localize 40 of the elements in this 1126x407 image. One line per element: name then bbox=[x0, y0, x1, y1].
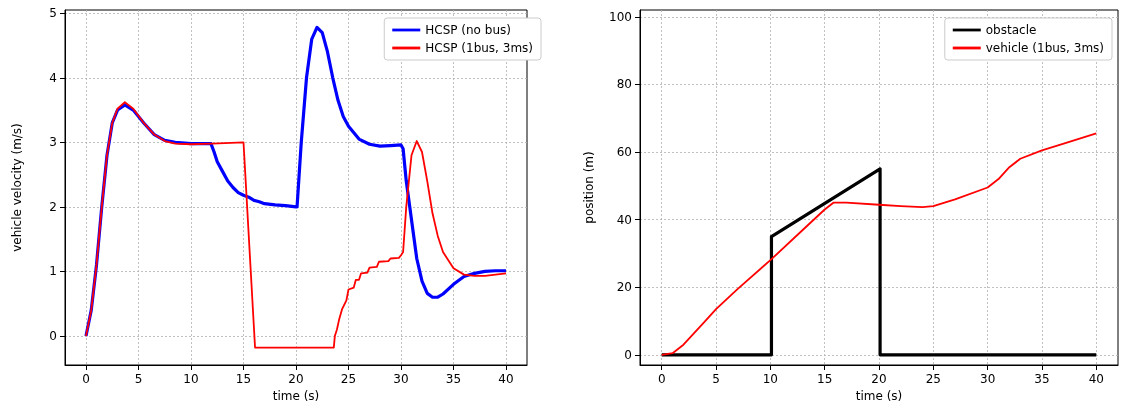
x-tick-label: 15 bbox=[817, 372, 833, 386]
line-series bbox=[660, 132, 1098, 356]
x-tick-label: 40 bbox=[1088, 372, 1104, 386]
x-tick-label: 10 bbox=[183, 372, 199, 386]
line-series bbox=[85, 101, 507, 349]
legend-label: HCSP (1bus, 3ms) bbox=[425, 41, 533, 55]
y-tick-label: 40 bbox=[616, 212, 632, 227]
legend-label: HCSP (no bus) bbox=[425, 23, 511, 37]
y-tick-label: 1 bbox=[49, 264, 57, 279]
y-tick-label: 0 bbox=[49, 328, 57, 343]
x-tick-label: 10 bbox=[762, 372, 778, 386]
y-tick-label: 3 bbox=[49, 135, 57, 150]
x-tick-label: 25 bbox=[925, 372, 941, 386]
y-tick-label: 20 bbox=[616, 280, 632, 295]
x-tick-label: 40 bbox=[498, 372, 514, 386]
x-axis-title: time (s) bbox=[855, 388, 903, 403]
x-tick-label: 20 bbox=[871, 372, 887, 386]
x-tick-label: 0 bbox=[82, 372, 90, 386]
x-tick-label: 0 bbox=[657, 372, 666, 386]
y-tick-label: 60 bbox=[616, 145, 632, 159]
y-axis-title: vehicle velocity (m/s) bbox=[10, 123, 24, 252]
y-tick-label: 100 bbox=[609, 9, 632, 24]
x-tick-label: 5 bbox=[712, 372, 720, 386]
legend-label: obstacle bbox=[985, 23, 1037, 37]
x-tick-label: 35 bbox=[445, 372, 462, 386]
y-axis-title: position (m) bbox=[582, 151, 596, 224]
y-tick-label: 5 bbox=[49, 6, 57, 21]
x-tick-label: 5 bbox=[134, 372, 143, 386]
x-tick-label: 20 bbox=[288, 372, 304, 386]
x-tick-label: 25 bbox=[340, 372, 357, 386]
x-tick-label: 30 bbox=[393, 372, 409, 386]
x-tick-label: 35 bbox=[1034, 372, 1050, 386]
x-tick-label: 15 bbox=[235, 372, 252, 386]
y-tick-label: 0 bbox=[624, 347, 632, 362]
y-tick-label: 80 bbox=[616, 77, 632, 92]
x-axis-title: time (s) bbox=[272, 388, 320, 403]
y-tick-label: 2 bbox=[49, 199, 57, 214]
legend-label: vehicle (1bus, 3ms) bbox=[985, 41, 1104, 55]
y-tick-label: 4 bbox=[49, 70, 57, 85]
x-tick-label: 30 bbox=[980, 372, 996, 386]
